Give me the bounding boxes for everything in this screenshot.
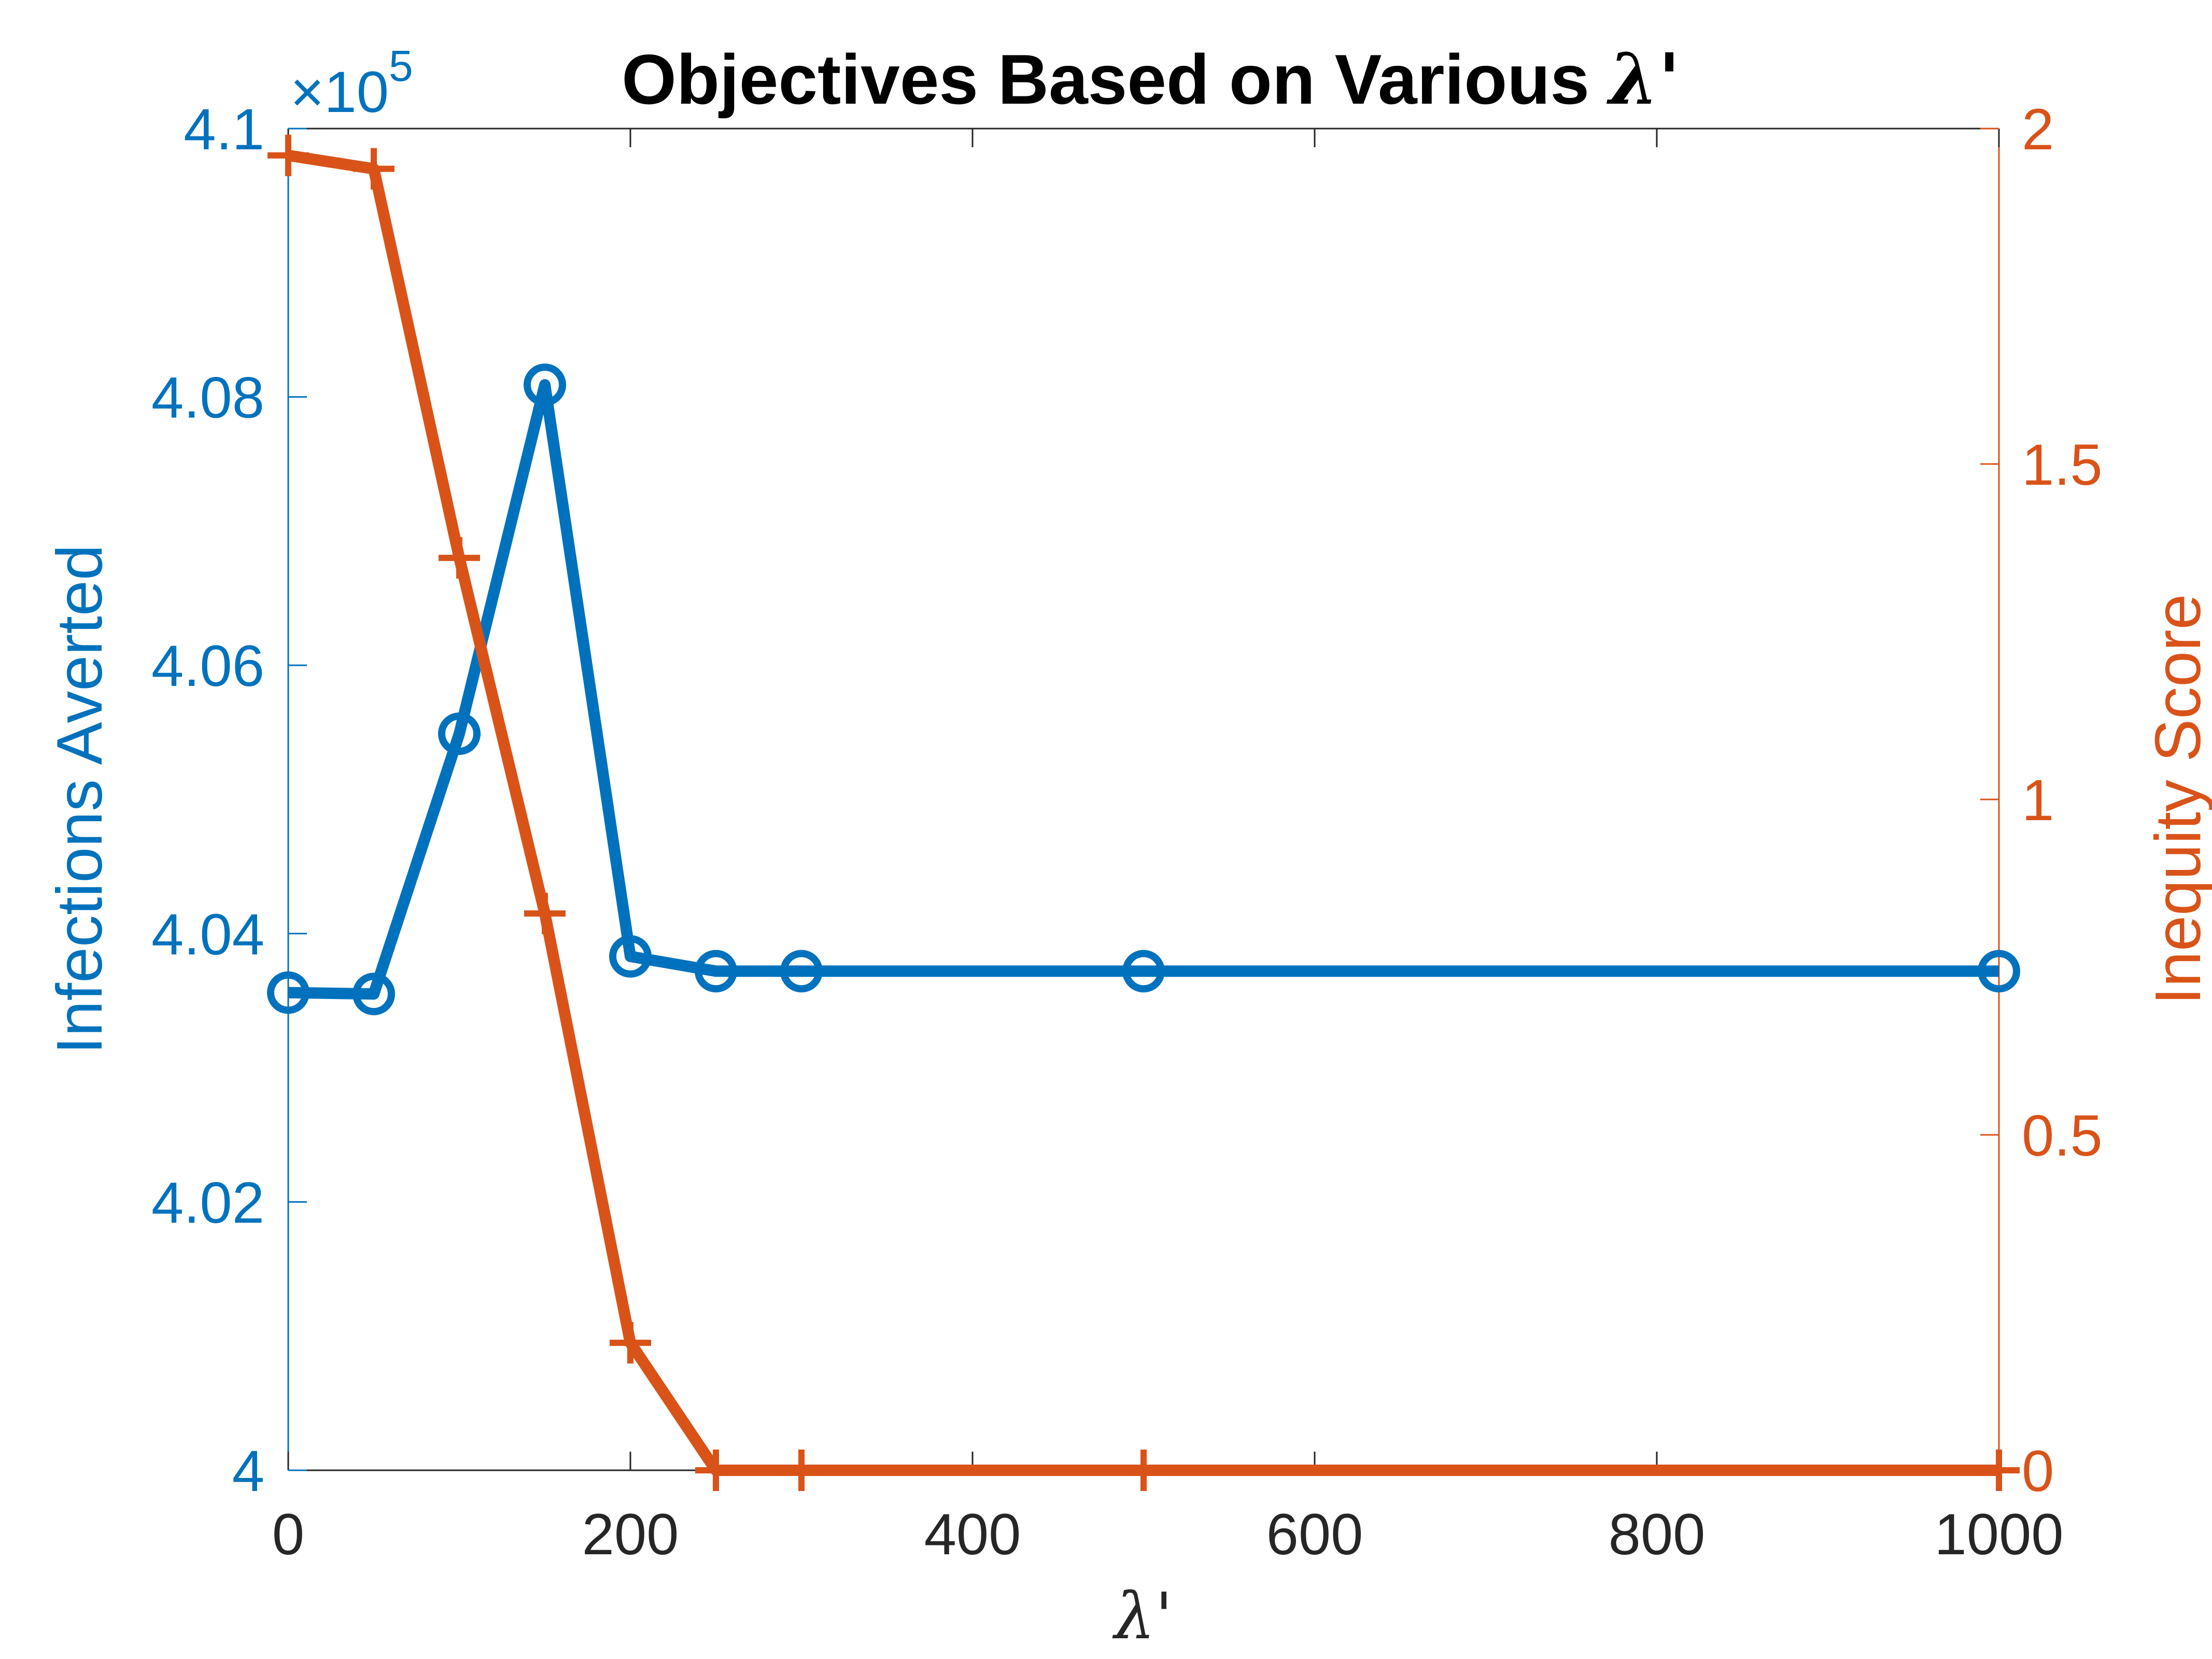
series-left-point xyxy=(780,950,823,993)
svg-text:×105: ×105 xyxy=(290,41,413,124)
series-right-point xyxy=(353,148,395,190)
series-right-point xyxy=(610,1322,651,1364)
series-right-point xyxy=(1978,1450,2020,1491)
series-right-point xyxy=(1123,1450,1164,1491)
series-left-point xyxy=(353,973,395,1016)
left-multiplier: ×105 xyxy=(290,41,413,124)
x-tick-label: 1000 xyxy=(1934,1502,2063,1567)
left-tick-label: 4.02 xyxy=(151,1170,264,1235)
left-y-axis-label: Infections Averted xyxy=(44,544,116,1054)
series-left-point xyxy=(609,935,652,978)
series-left xyxy=(267,363,2020,1016)
x-axis-ticks: 0 200 400 600 800 1000 xyxy=(272,129,2064,1567)
series-right-point xyxy=(695,1450,737,1491)
left-axis-ticks: 4 4.02 4.04 4.06 4.08 4.1 xyxy=(151,97,307,1503)
right-tick-label: 1.5 xyxy=(2022,432,2103,497)
right-tick-label: 2 xyxy=(2022,97,2054,162)
x-axis-label: λ' xyxy=(1112,1579,1173,1654)
series-left-point xyxy=(524,363,566,406)
left-tick-label: 4 xyxy=(232,1439,264,1503)
left-tick-label: 4.06 xyxy=(151,634,264,698)
series-left-line xyxy=(288,379,1999,1000)
x-tick-label: 800 xyxy=(1609,1502,1706,1567)
chart-title-text: Objectives Based on Various xyxy=(622,40,1589,119)
series-right-point xyxy=(439,537,480,579)
left-tick-label: 4.08 xyxy=(151,365,264,430)
right-tick-label: 0.5 xyxy=(2022,1103,2103,1168)
series-right-line xyxy=(287,149,1999,1476)
series-right xyxy=(267,134,2020,1491)
series-left-point xyxy=(1122,950,1165,993)
left-multiplier-exponent: 5 xyxy=(389,41,413,90)
left-tick-label: 4.04 xyxy=(151,902,264,967)
chart-title-symbol: λ' xyxy=(1607,38,1680,121)
left-multiplier-label: ×10 xyxy=(290,60,389,124)
right-tick-label: 0 xyxy=(2022,1439,2054,1503)
right-y-axis-label: Inequity Score xyxy=(2143,594,2212,1005)
right-tick-label: 1 xyxy=(2022,768,2054,833)
series-left-point xyxy=(438,712,481,755)
chart-title: Objectives Based on Various λ' xyxy=(622,38,1680,121)
series-left-point xyxy=(267,971,309,1014)
series-left-point xyxy=(695,950,737,993)
x-tick-label: 400 xyxy=(924,1502,1021,1567)
series-right-point xyxy=(267,134,309,176)
x-tick-label: 600 xyxy=(1266,1502,1363,1567)
x-tick-label: 0 xyxy=(272,1502,304,1567)
x-tick-label: 200 xyxy=(582,1502,679,1567)
series-right-point xyxy=(524,892,566,934)
series-left-point xyxy=(1978,950,2020,993)
series-layer xyxy=(267,134,2020,1491)
series-right-point xyxy=(781,1450,822,1491)
left-tick-label: 4.1 xyxy=(184,97,264,162)
plot-frame xyxy=(287,128,2000,1471)
